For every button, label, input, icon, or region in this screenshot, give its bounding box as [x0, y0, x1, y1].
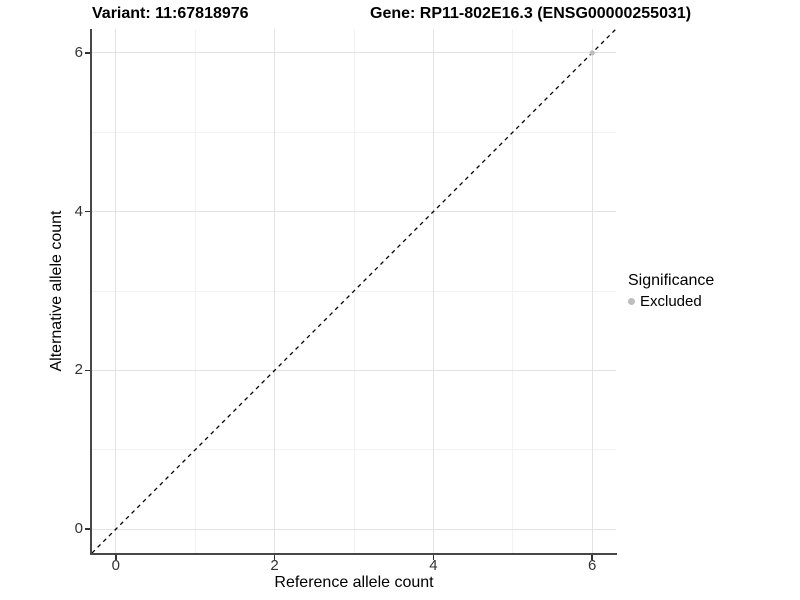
- plot-panel: [92, 29, 616, 553]
- gridline-x-major: [591, 29, 593, 553]
- y-tick-mark: [85, 528, 90, 530]
- legend-key-dot: [628, 298, 635, 305]
- y-tick-label: 4: [74, 202, 83, 220]
- x-tick-label: 6: [588, 557, 597, 574]
- plot-draw-layer: [92, 29, 616, 553]
- y-axis-title: Alternative allele count: [48, 210, 65, 372]
- legend-items: Excluded: [628, 293, 714, 310]
- x-axis-title: Reference allele count: [274, 574, 434, 591]
- gridline-x-major: [432, 29, 434, 553]
- variant-title: Variant: 11:67818976: [92, 5, 249, 22]
- gene-title: Gene: RP11-802E16.3 (ENSG00000255031): [370, 5, 692, 22]
- gridline-x-major: [274, 29, 276, 553]
- legend-item-label: Excluded: [640, 293, 702, 310]
- y-tick-label: 0: [74, 520, 83, 538]
- x-tick-label: 4: [429, 557, 438, 574]
- x-tick-mark: [115, 555, 117, 560]
- x-tick-label: 0: [111, 557, 120, 574]
- gridline-y-minor: [92, 131, 616, 133]
- gridline-x-major: [115, 29, 117, 553]
- x-tick-mark: [432, 555, 435, 560]
- data-point-excluded: [589, 50, 595, 56]
- gridline-y-major: [92, 211, 616, 213]
- y-tick-label: 2: [74, 361, 83, 379]
- x-tick-label: 2: [270, 557, 279, 574]
- y-tick-mark: [85, 52, 90, 54]
- y-tick-label: 6: [74, 43, 83, 61]
- gridline-y-minor: [92, 449, 616, 451]
- legend-item: Excluded: [628, 293, 714, 310]
- y-tick-mark: [85, 210, 90, 213]
- legend-title: Significance: [628, 272, 715, 289]
- x-axis-line: [90, 553, 617, 555]
- y-axis-line: [90, 29, 92, 555]
- identity-reference-line: [92, 29, 616, 553]
- legend: Significance Excluded: [628, 272, 714, 310]
- y-tick-mark: [85, 369, 90, 372]
- gridline-y-major: [92, 369, 616, 371]
- x-tick-mark: [273, 555, 276, 560]
- gridline-y-major: [92, 528, 616, 530]
- gridline-y-major: [92, 52, 616, 54]
- x-tick-mark: [591, 555, 593, 560]
